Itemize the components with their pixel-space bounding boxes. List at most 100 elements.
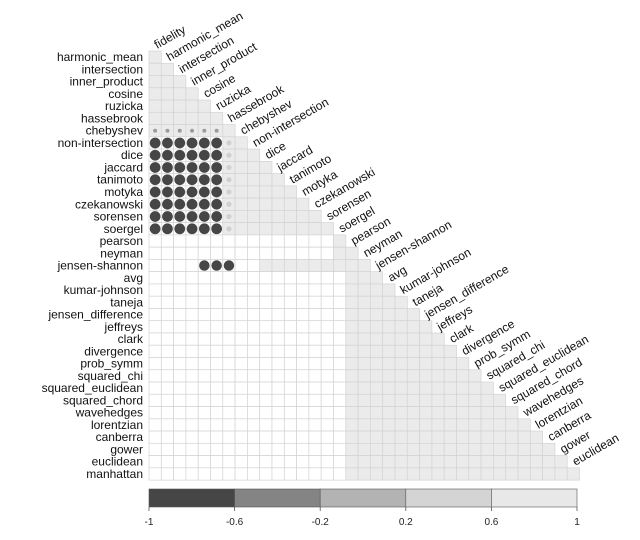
cell-euclidean-prob-symm — [468, 455, 482, 469]
cell-prob-symm-inner-product — [185, 357, 199, 371]
circle-sorensen-hassebrook — [226, 213, 232, 220]
row-label-ruzicka: ruzicka — [105, 99, 143, 113]
row-label-jaccard: jaccard — [103, 160, 143, 174]
cell-jensen-shannon-neyman — [357, 259, 371, 273]
cell-gower-jensen-shannon — [370, 442, 384, 456]
cell-squared-chi-clark — [443, 369, 457, 383]
cell-avg-jensen-shannon — [370, 271, 384, 285]
cell-gower-non-intersection — [247, 442, 261, 456]
cell-canberra-kumar-johnson — [394, 430, 408, 444]
cell-squared-chord-taneja — [406, 393, 420, 407]
cell-taneja-dice — [259, 295, 273, 309]
cell-divergence-jensen-shannon — [370, 344, 384, 358]
cell-tanimoto-jaccard — [271, 173, 285, 187]
cell-pearson-tanimoto — [283, 234, 297, 248]
circle-tanimoto-cosine — [198, 174, 210, 186]
cell-gower-jeffreys — [431, 442, 445, 456]
circle-dice-cosine — [198, 149, 210, 161]
cell-divergence-inner-product — [185, 344, 199, 358]
cell-gower-kumar-johnson — [394, 442, 408, 456]
cell-euclidean-jeffreys — [431, 455, 445, 469]
cell-manhattan-euclidean — [566, 467, 580, 481]
circle-tanimoto-inner-product — [186, 174, 198, 186]
cell-wavehedges-dice — [259, 406, 273, 420]
cell-squared-euclidean-non-intersection — [247, 381, 261, 395]
cell-wavehedges-squared-chord — [505, 406, 519, 420]
cell-gower-squared-euclidean — [493, 442, 507, 456]
cell-taneja-hassebrook — [222, 295, 236, 309]
cell-squared-chord-prob-symm — [468, 393, 482, 407]
cell-wavehedges-ruzicka — [210, 406, 224, 420]
cell-jensen-shannon-fidelity — [148, 259, 162, 273]
cell-clark-hassebrook — [222, 332, 236, 346]
cell-prob-symm-cosine — [197, 357, 211, 371]
cell-avg-non-intersection — [247, 271, 261, 285]
cell-canberra-lorentzian — [529, 430, 543, 444]
cell-prob-symm-hassebrook — [222, 357, 236, 371]
cell-euclidean-gower — [554, 455, 568, 469]
cell-gower-canberra — [542, 442, 556, 456]
cell-clark-non-intersection — [247, 332, 261, 346]
cell-tanimoto-dice — [259, 173, 273, 187]
cell-jensen-difference-jaccard — [271, 308, 285, 322]
cell-avg-jaccard — [271, 271, 285, 285]
cell-clark-fidelity — [148, 332, 162, 346]
cell-sorensen-motyka — [296, 210, 310, 223]
cell-divergence-neyman — [357, 344, 371, 358]
cell-kumar-johnson-chebyshev — [234, 283, 248, 297]
cell-kumar-johnson-fidelity — [148, 283, 162, 297]
circle-chebyshev-harmonic-mean — [165, 128, 170, 133]
cell-gower-wavehedges — [517, 442, 531, 456]
cell-manhattan-jaccard — [271, 467, 285, 481]
cell-prob-symm-jaccard — [271, 357, 285, 371]
circle-tanimoto-ruzicka — [211, 174, 223, 186]
cell-manhattan-kumar-johnson — [394, 467, 408, 481]
cell-jaccard-dice — [259, 160, 273, 174]
cell-squared-chi-dice — [259, 369, 273, 383]
cell-jensen-difference-soergel — [333, 308, 347, 322]
cell-manhattan-harmonic-mean — [160, 467, 174, 481]
cell-squared-euclidean-fidelity — [148, 381, 162, 395]
cell-manhattan-jeffreys — [431, 467, 445, 481]
cell-euclidean-kumar-johnson — [394, 455, 408, 469]
cell-jensen-difference-dice — [259, 308, 273, 322]
cell-squared-euclidean-harmonic-mean — [160, 381, 174, 395]
cell-motyka-tanimoto — [283, 185, 297, 199]
cell-gower-intersection — [173, 442, 187, 456]
cell-squared-chi-pearson — [345, 369, 359, 383]
cell-lorentzian-soergel — [333, 418, 347, 432]
cell-neyman-tanimoto — [283, 246, 297, 260]
circle-tanimoto-fidelity — [149, 174, 161, 186]
cell-jensen-shannon-intersection — [173, 259, 187, 273]
cell-jeffreys-czekanowski — [308, 320, 322, 334]
circle-chebyshev-cosine — [202, 128, 207, 133]
cell-gower-cosine — [197, 442, 211, 456]
colorbar-tick-label: 0.2 — [399, 517, 413, 528]
cell-jensen-difference-taneja — [406, 308, 420, 322]
cell-pearson-harmonic-mean — [160, 234, 174, 248]
cell-prob-symm-jeffreys — [431, 357, 445, 371]
cell-divergence-dice — [259, 344, 273, 358]
cell-canberra-jensen-difference — [419, 430, 433, 444]
cell-canberra-prob-symm — [468, 430, 482, 444]
cell-squared-euclidean-jeffreys — [431, 381, 445, 395]
cell-squared-euclidean-pearson — [345, 381, 359, 395]
circle-sorensen-cosine — [198, 211, 210, 222]
cell-jensen-shannon-tanimoto — [283, 259, 297, 273]
cell-manhattan-inner-product — [185, 467, 199, 481]
cell-gower-taneja — [406, 442, 420, 456]
cell-lorentzian-wavehedges — [517, 418, 531, 432]
cell-lorentzian-squared-chord — [505, 418, 519, 432]
cell-squared-chi-intersection — [173, 369, 187, 383]
cell-pearson-czekanowski — [308, 234, 322, 248]
cell-gower-sorensen — [320, 442, 334, 456]
cell-soergel-motyka — [296, 222, 310, 236]
cell-prob-symm-intersection — [173, 357, 187, 371]
cell-gower-pearson — [345, 442, 359, 456]
cell-lorentzian-jensen-difference — [419, 418, 433, 432]
cell-manhattan-dice — [259, 467, 273, 481]
circle-czekanowski-hassebrook — [226, 201, 232, 207]
cell-prob-symm-divergence — [456, 357, 470, 371]
cell-jeffreys-sorensen — [320, 320, 334, 334]
cell-clark-pearson — [345, 332, 359, 346]
